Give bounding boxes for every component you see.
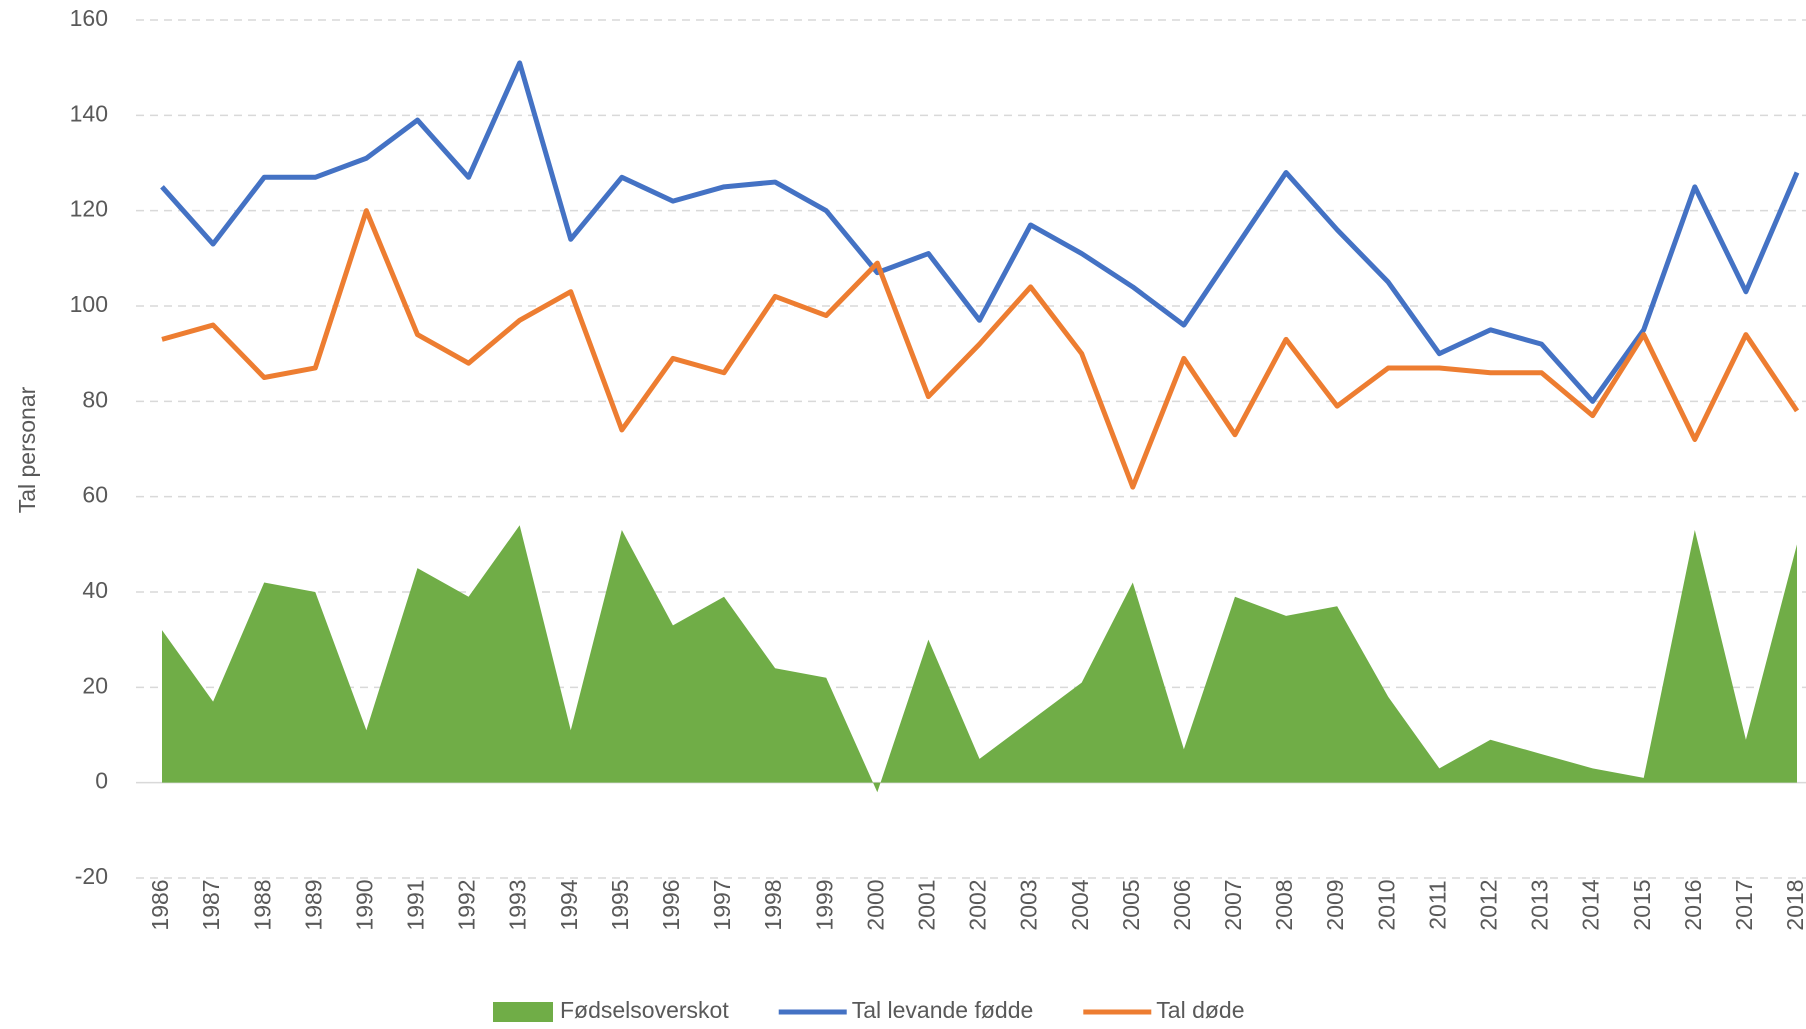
y-tick-label: -20 [75, 863, 108, 889]
x-tick-label: 2014 [1578, 879, 1604, 930]
x-tick-label: 1992 [454, 879, 480, 930]
x-tick-label: 1999 [811, 879, 837, 930]
x-tick-label: 2013 [1527, 879, 1553, 930]
x-tick-label: 1998 [760, 879, 786, 930]
x-tick-label: 2003 [1016, 879, 1042, 930]
x-tick-label: 1988 [249, 879, 275, 930]
x-tick-label: 2006 [1169, 879, 1195, 930]
x-tick-label: 1994 [556, 879, 582, 930]
y-tick-label: 160 [70, 5, 108, 31]
x-tick-label: 1991 [403, 879, 429, 930]
x-tick-label: 2002 [965, 879, 991, 930]
legend-label: Fødselsoverskot [560, 997, 729, 1023]
x-tick-label: 2001 [913, 879, 939, 930]
x-tick-label: 1997 [709, 879, 735, 930]
y-tick-label: 140 [70, 100, 108, 126]
x-tick-label: 1990 [351, 879, 377, 930]
legend-swatch [493, 1002, 553, 1022]
x-tick-label: 2017 [1731, 879, 1757, 930]
y-tick-label: 0 [95, 768, 108, 794]
x-tick-label: 2004 [1067, 879, 1093, 930]
legend-label: Tal levande fødde [852, 997, 1034, 1023]
x-tick-label: 2012 [1476, 879, 1502, 930]
x-tick-label: 2005 [1118, 879, 1144, 930]
x-tick-label: 1996 [658, 879, 684, 930]
y-tick-label: 60 [82, 482, 108, 508]
y-tick-label: 80 [82, 386, 108, 412]
x-tick-label: 2008 [1271, 879, 1297, 930]
x-tick-label: 1989 [300, 879, 326, 930]
x-tick-label: 2015 [1629, 879, 1655, 930]
y-tick-label: 20 [82, 672, 108, 698]
y-tick-label: 100 [70, 291, 108, 317]
y-tick-label: 40 [82, 577, 108, 603]
line [161, 208, 1800, 490]
x-tick-label: 2000 [862, 879, 888, 930]
x-tick-label: 2018 [1782, 879, 1806, 930]
x-tick-label: 2007 [1220, 879, 1246, 930]
y-axis-title: Tal personar [14, 386, 40, 513]
x-tick-label: 2016 [1680, 879, 1706, 930]
x-tick-label: 2011 [1424, 880, 1450, 929]
y-tick-label: 120 [70, 196, 108, 222]
area [162, 525, 1797, 793]
x-tick-label: 2009 [1322, 879, 1348, 930]
x-tick-label: 2010 [1373, 879, 1399, 930]
line [160, 60, 1800, 404]
x-tick-label: 1993 [505, 879, 531, 930]
x-tick-label: 1987 [198, 879, 224, 930]
legend-label: Tal døde [1156, 997, 1244, 1023]
x-tick-label: 1995 [607, 879, 633, 930]
x-tick-label: 1986 [147, 879, 173, 930]
